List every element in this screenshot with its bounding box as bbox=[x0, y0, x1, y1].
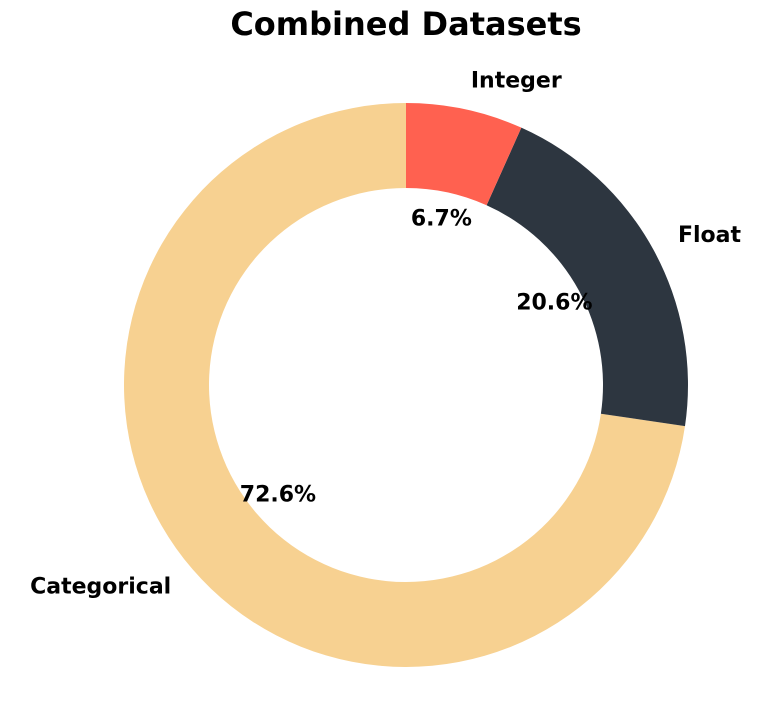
label-group: Categorical 72.6% Float 20.6% Integer 6.7% bbox=[30, 69, 741, 600]
percent-label-float: 20.6% bbox=[516, 291, 592, 316]
slice-integer bbox=[406, 103, 522, 206]
slice-categorical bbox=[123, 103, 685, 667]
category-label-integer: Integer bbox=[471, 69, 562, 94]
percent-label-integer: 6.7% bbox=[411, 207, 472, 232]
chart-title: Combined Datasets bbox=[230, 5, 581, 43]
slice-float bbox=[486, 127, 688, 427]
category-label-float: Float bbox=[678, 223, 742, 248]
percent-label-categorical: 72.6% bbox=[240, 483, 316, 508]
category-label-categorical: Categorical bbox=[30, 575, 171, 600]
slice-group bbox=[123, 103, 688, 667]
